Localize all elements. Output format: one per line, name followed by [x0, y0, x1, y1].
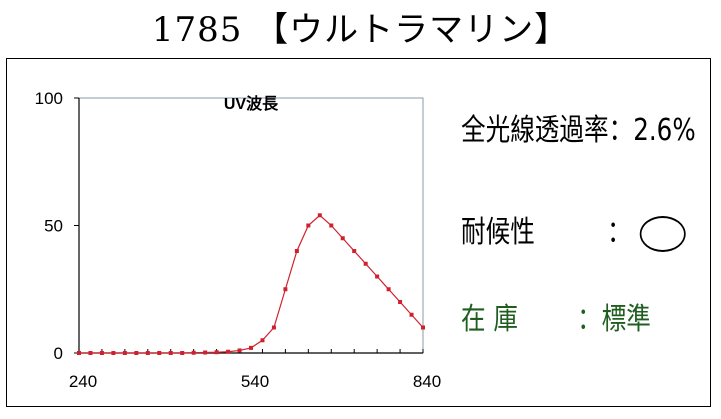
data-point [249, 345, 253, 350]
data-point [111, 351, 116, 355]
y-tick-label: 100 [35, 89, 63, 108]
data-point [226, 349, 231, 354]
data-point [157, 351, 162, 355]
data-point [294, 249, 299, 253]
chart-title: UV波長 [224, 94, 279, 113]
data-point [237, 348, 242, 353]
stock-row: 在 庫 ：標準 [461, 302, 651, 338]
stock-value: ：標準 [577, 302, 651, 337]
data-point [88, 351, 93, 355]
data-point [122, 351, 127, 355]
data-point [145, 351, 150, 355]
data-point [271, 325, 276, 330]
data-point [283, 287, 288, 292]
data-point [352, 249, 357, 253]
page-title: 1785 【ウルトラマリン】 [151, 10, 570, 50]
y-tick-label: 0 [54, 344, 63, 363]
data-point [77, 351, 81, 355]
weather-label: 耐候性 [461, 215, 535, 250]
data-point [180, 351, 185, 355]
data-point [409, 312, 414, 317]
y-tick-label: 50 [44, 217, 63, 236]
good-rating-circle-icon [639, 215, 686, 252]
x-tick-label: 240 [69, 372, 97, 391]
data-point [306, 223, 311, 228]
weather-sep: ： [606, 215, 632, 250]
data-point [363, 261, 368, 266]
x-tick-label: 840 [413, 372, 441, 391]
transmittance-label: 全光線透過率 [461, 113, 609, 148]
plot-area [78, 97, 424, 354]
transmittance-value: ：2.6% [608, 113, 696, 148]
x-tick-label: 540 [241, 372, 269, 391]
weather-row: 耐候性 ： [461, 215, 686, 252]
data-point [214, 350, 219, 355]
stock-label: 在 庫 [461, 302, 519, 337]
data-point [203, 350, 208, 355]
transmittance-row: 全光線透過率：2.6% [461, 113, 696, 149]
data-point [421, 325, 425, 330]
data-point [260, 338, 265, 343]
data-point [340, 236, 345, 241]
data-point [329, 223, 334, 228]
data-point [386, 287, 391, 292]
chart-frame: 0 50 100 240 540 840 UV波長 [6, 58, 711, 407]
data-point [134, 351, 139, 355]
series-line [79, 214, 424, 354]
data-point [191, 350, 196, 355]
data-point [168, 351, 173, 355]
uv-chart: 0 50 100 240 540 840 UV波長 [35, 89, 442, 391]
data-point [99, 351, 104, 355]
data-point [317, 213, 322, 218]
data-point [375, 274, 380, 279]
data-point [398, 300, 403, 304]
